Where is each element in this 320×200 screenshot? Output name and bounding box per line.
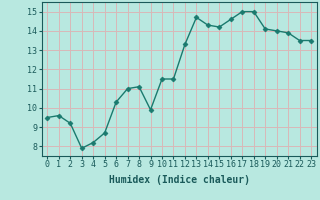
X-axis label: Humidex (Indice chaleur): Humidex (Indice chaleur) — [109, 175, 250, 185]
